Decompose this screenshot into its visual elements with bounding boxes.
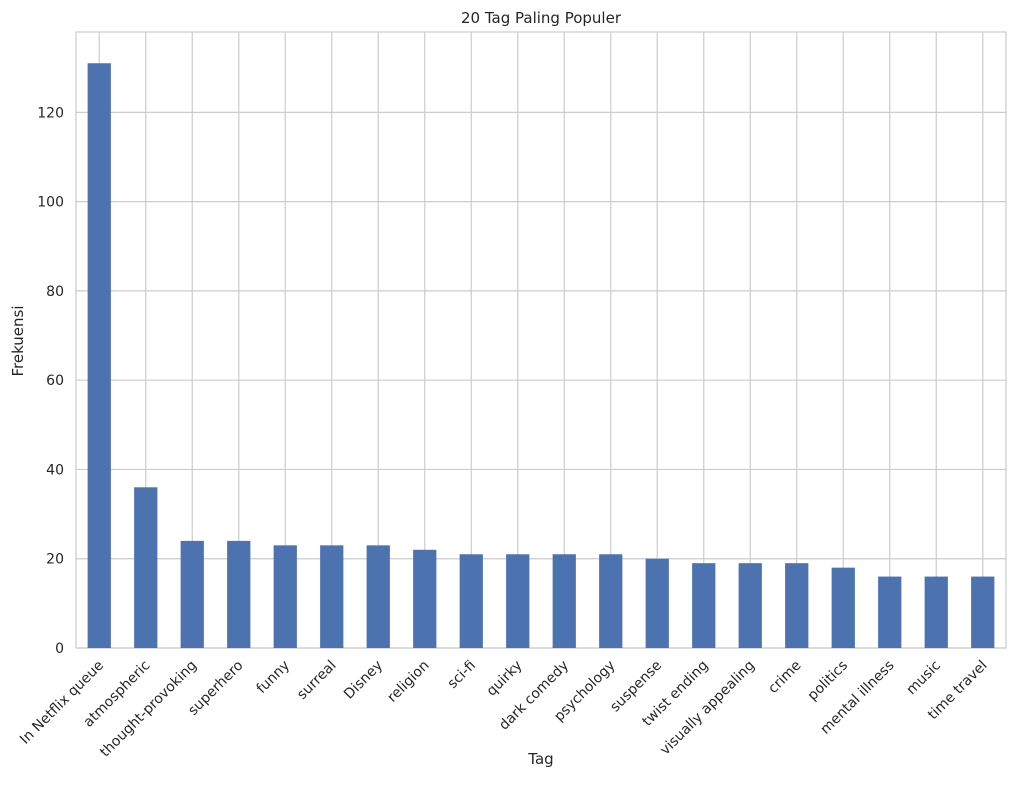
bar (831, 567, 855, 648)
bar (924, 576, 948, 648)
y-tick-label: 0 (55, 641, 64, 657)
bar (180, 540, 204, 648)
plot-frame (75, 31, 1007, 649)
grid-lines (75, 31, 1007, 649)
bar (692, 563, 716, 648)
x-tick-label: sci-fi (445, 658, 479, 692)
bar (87, 63, 111, 648)
bar (552, 554, 576, 648)
y-tick-label: 80 (46, 284, 64, 300)
x-tick-label: surreal (294, 658, 339, 703)
chart-title: 20 Tag Paling Populer (461, 9, 622, 27)
y-tick-label: 120 (37, 105, 64, 121)
bar (878, 576, 902, 648)
y-axis-ticks: 0 20 40 60 80 100 120 (37, 105, 64, 657)
bar (366, 545, 390, 648)
y-tick-label: 20 (46, 552, 64, 568)
y-tick-label: 40 (46, 462, 64, 478)
x-tick-label: politics (805, 658, 851, 704)
bar (506, 554, 530, 648)
y-tick-label: 60 (46, 373, 64, 389)
bar (738, 563, 762, 648)
x-tick-label: quirky (484, 658, 526, 700)
x-tick-label: In Netflix queue (17, 658, 107, 748)
bar (273, 545, 297, 648)
bar (971, 576, 995, 648)
bar (227, 540, 251, 648)
x-axis-ticks: In Netflix queueatmosphericthought-provo… (17, 658, 991, 761)
bar (599, 554, 623, 648)
x-tick-label: crime (765, 658, 804, 697)
bar (413, 549, 437, 648)
x-tick-label: funny (254, 658, 293, 697)
bar (785, 563, 809, 648)
bar (320, 545, 344, 648)
y-axis-label: Frekuensi (9, 305, 27, 376)
bar (134, 487, 158, 648)
bar (645, 558, 669, 648)
bars (87, 63, 995, 648)
y-tick-label: 100 (37, 195, 64, 211)
bar (459, 554, 483, 648)
x-tick-label: Disney (341, 658, 386, 703)
x-tick-label: religion (384, 658, 432, 706)
x-tick-label: music (903, 658, 944, 699)
x-axis-label: Tag (527, 750, 553, 768)
